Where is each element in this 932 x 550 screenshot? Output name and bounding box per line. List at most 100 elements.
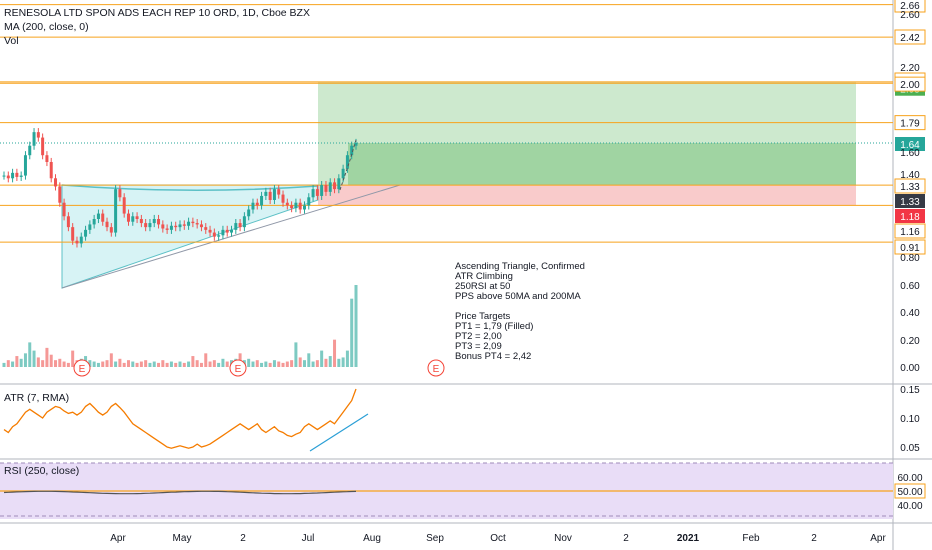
volume-bar <box>28 342 32 367</box>
volume-bar <box>255 360 259 367</box>
candle-body <box>260 195 264 206</box>
time-axis-label: Feb <box>742 533 760 544</box>
candle-body <box>208 229 212 233</box>
trade-annotation[interactable]: Ascending Triangle, Confirmed ATR Climbi… <box>455 262 585 362</box>
target-zone-inner <box>348 143 856 186</box>
volume-bar <box>337 358 341 367</box>
volume-bar <box>96 362 100 367</box>
time-axis-label: Oct <box>490 533 506 544</box>
candle-body <box>114 189 118 233</box>
annotation-line: PPS above 50MA and 200MA <box>455 291 581 302</box>
price-axis-label: 1.33 <box>900 197 920 208</box>
candle-body <box>251 202 255 210</box>
candle-body <box>15 172 19 177</box>
ma-indicator-label[interactable]: MA (200, close, 0) <box>4 21 89 33</box>
volume-bar <box>212 360 216 367</box>
volume-bar <box>131 361 135 367</box>
volume-bar <box>49 354 53 367</box>
annotation-line: 250RSI at 50 <box>455 281 511 292</box>
candle-body <box>230 229 234 233</box>
volume-bar <box>195 360 199 367</box>
volume-bar <box>6 360 10 367</box>
candle-body <box>45 155 49 162</box>
candle-body <box>92 219 96 225</box>
volume-bar <box>247 358 251 367</box>
candle-body <box>290 205 294 209</box>
volume-bar <box>260 362 264 367</box>
candle-body <box>32 132 36 146</box>
candle-body <box>62 202 66 217</box>
candle-body <box>307 197 311 206</box>
rsi-axis-label: 40.00 <box>897 501 922 512</box>
volume-bar <box>324 358 328 367</box>
candle-body <box>333 182 337 190</box>
volume-bar <box>277 361 281 367</box>
price-axis-label: 2.00 <box>900 80 920 91</box>
rsi-indicator-label[interactable]: RSI (250, close) <box>4 465 80 477</box>
candle-body <box>96 213 100 219</box>
volume-bar <box>126 360 130 367</box>
volume-indicator-label[interactable]: Vol <box>4 35 19 47</box>
time-axis-label: Apr <box>110 533 126 544</box>
volume-bar <box>225 361 229 367</box>
candle-body <box>234 223 238 230</box>
candle-body <box>255 202 259 206</box>
volume-bar <box>182 362 186 367</box>
candle-body <box>58 186 62 203</box>
volume-bar <box>152 361 156 367</box>
candle-body <box>302 205 306 210</box>
volume-bar <box>354 285 358 367</box>
projection-arrow <box>339 139 357 191</box>
volume-bar <box>307 353 311 367</box>
volume-bar <box>19 358 23 367</box>
volume-bar <box>328 356 332 367</box>
candle-body <box>23 155 27 176</box>
time-axis-label: 2021 <box>677 533 700 544</box>
volume-bar <box>350 298 354 367</box>
candle-body <box>242 216 246 228</box>
volume-bar <box>208 361 212 367</box>
volume-bar <box>92 361 96 367</box>
candle-body <box>148 223 152 228</box>
candle-body <box>75 240 79 244</box>
volume-bar <box>157 362 161 367</box>
price-label-box <box>895 137 925 151</box>
volume-bar <box>23 353 27 367</box>
candle-body <box>182 224 186 226</box>
volume-bar <box>15 356 19 367</box>
volume-bar <box>122 362 126 367</box>
volume-bar <box>32 350 36 367</box>
volume-bar <box>268 362 272 367</box>
candle-body <box>199 224 203 228</box>
volume-bar <box>66 362 70 367</box>
volume-bar <box>54 360 58 367</box>
price-axis-label: 0.00 <box>900 363 920 374</box>
candle-body <box>285 202 289 206</box>
candle-body <box>204 227 208 230</box>
candle-body <box>135 216 139 219</box>
candle-body <box>225 229 229 233</box>
candle-body <box>36 132 40 138</box>
candle-body <box>212 232 216 237</box>
triangle-support-line <box>61 184 401 289</box>
atr-indicator-label[interactable]: ATR (7, RMA) <box>4 392 70 404</box>
earnings-marker <box>427 359 445 377</box>
volume-bar <box>320 350 324 367</box>
volume-bar <box>281 362 285 367</box>
volume-bar <box>187 361 191 367</box>
volume-bar <box>302 360 306 367</box>
candle-body <box>19 175 23 177</box>
volume-bar <box>272 360 276 367</box>
volume-bar <box>169 361 173 367</box>
candle-body <box>2 175 6 177</box>
symbol-title[interactable]: RENESOLA LTD SPON ADS EACH REP 10 ORD, 1… <box>4 7 310 19</box>
earnings-marker-label: E <box>79 364 86 375</box>
volume-bar <box>88 360 92 367</box>
candle-body <box>84 229 88 237</box>
volume-bar <box>135 362 139 367</box>
earnings-marker <box>73 359 91 377</box>
candle-body <box>118 189 122 198</box>
candle-body <box>178 224 182 228</box>
candle-body <box>298 202 302 210</box>
